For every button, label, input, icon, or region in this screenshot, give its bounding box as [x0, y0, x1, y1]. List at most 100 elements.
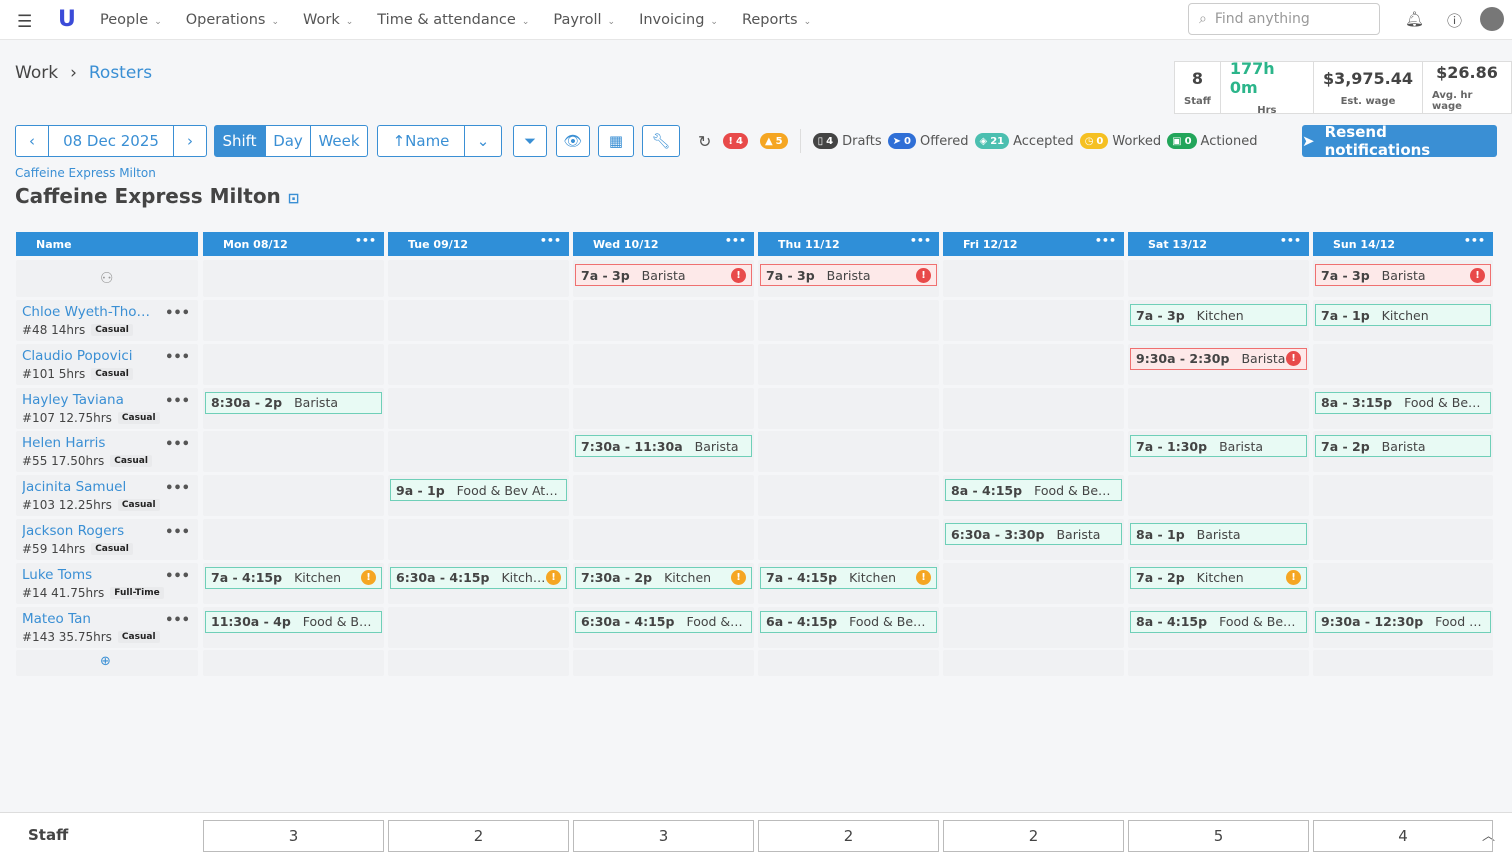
roster-cell[interactable] [203, 650, 384, 677]
more-options-icon[interactable]: ••• [165, 349, 190, 365]
drafts-badge[interactable]: ▯ 4 [812, 133, 839, 149]
shift-card[interactable]: 9a - 1p Food & Bev Atte... [390, 479, 567, 502]
shift-card[interactable]: 9:30a - 2:30p Barista! [1130, 347, 1307, 370]
more-options-icon[interactable]: ••• [165, 481, 190, 497]
roster-cell[interactable] [388, 387, 569, 429]
more-options-icon[interactable]: ••• [165, 306, 190, 321]
roster-cell[interactable] [758, 650, 939, 677]
roster-cell[interactable]: 7:30a - 2p Kitchen! [573, 562, 754, 604]
nav-item-time-attendance[interactable]: Time & attendance ⌄ [377, 12, 529, 28]
bell-icon[interactable]: 🔔︎ [1405, 10, 1425, 28]
date-picker[interactable]: 08 Dec 2025 [49, 125, 173, 157]
avatar[interactable] [1480, 7, 1504, 31]
roster-cell[interactable] [1128, 387, 1309, 429]
worked-badge[interactable]: ◷ 0 [1079, 133, 1109, 149]
roster-cell[interactable] [203, 431, 384, 473]
roster-cell[interactable]: 8a - 4:15p Food & Bev ... [1128, 606, 1309, 648]
chevron-up-icon[interactable]: ︿ [1482, 829, 1496, 844]
next-week-button[interactable]: › [173, 125, 207, 157]
roster-cell[interactable] [943, 300, 1124, 341]
roster-cell[interactable] [1313, 519, 1493, 560]
roster-cell[interactable]: 7:30a - 11:30a Barista [573, 431, 754, 473]
shift-card[interactable]: 6:30a - 4:15p Kitchen! [390, 566, 567, 589]
roster-cell[interactable]: 9:30a - 2:30p Barista! [1128, 343, 1309, 385]
roster-cell[interactable]: 8a - 4:15p Food & Bev ... [943, 475, 1124, 517]
shift-card[interactable]: 7a - 1:30p Barista [1130, 435, 1307, 458]
roster-cell[interactable] [203, 260, 384, 297]
roster-cell[interactable]: 7a - 3p Kitchen [1128, 300, 1309, 341]
roster-cell[interactable] [1128, 650, 1309, 677]
edit-icon[interactable]: ⊡ [287, 191, 300, 207]
roster-cell[interactable] [573, 475, 754, 517]
roster-cell[interactable] [388, 300, 569, 341]
help-icon[interactable]: ⓘ [1447, 12, 1463, 30]
day-header[interactable]: Thu 11/12 ••• [758, 232, 939, 256]
roster-cell[interactable]: 8:30a - 2p Barista [203, 387, 384, 429]
shift-card[interactable]: 6:30a - 3:30p Barista [945, 523, 1122, 545]
roster-cell[interactable]: 6:30a - 4:15p Food & B... [573, 606, 754, 648]
nav-item-payroll[interactable]: Payroll ⌄ [553, 12, 615, 28]
nav-item-people[interactable]: People ⌄ [100, 12, 162, 28]
day-header[interactable]: Sat 13/12 ••• [1128, 232, 1309, 256]
roster-cell[interactable] [1128, 260, 1309, 297]
view-week-tab[interactable]: Week [311, 125, 368, 157]
view-shift-tab[interactable]: Shift [214, 125, 265, 157]
roster-cell[interactable] [388, 260, 569, 297]
roster-cell[interactable]: 8a - 3:15p Food & Bev ... [1313, 387, 1493, 429]
roster-cell[interactable] [1313, 650, 1493, 677]
roster-cell[interactable] [203, 300, 384, 341]
view-day-tab[interactable]: Day [265, 125, 311, 157]
roster-cell[interactable]: 9a - 1p Food & Bev Atte... [388, 475, 569, 517]
roster-cell[interactable] [1313, 343, 1493, 385]
more-options-icon[interactable]: ••• [1094, 234, 1116, 247]
more-options-icon[interactable]: ••• [1279, 234, 1301, 247]
roster-cell[interactable] [388, 606, 569, 648]
more-options-icon[interactable]: ••• [165, 525, 190, 540]
roster-cell[interactable] [758, 519, 939, 560]
roster-cell[interactable] [758, 343, 939, 385]
staff-name[interactable]: Mateo Tan [22, 610, 91, 627]
roster-cell[interactable] [943, 562, 1124, 604]
shift-card[interactable]: 7a - 2p Kitchen! [1130, 566, 1307, 589]
roster-cell[interactable] [388, 650, 569, 677]
roster-cell[interactable] [203, 343, 384, 385]
menu-icon[interactable]: ☰ [17, 12, 33, 32]
sort-button[interactable]: ↑ Name [377, 125, 465, 157]
more-options-icon[interactable]: ••• [724, 234, 746, 247]
more-options-icon[interactable]: ••• [165, 568, 190, 584]
shift-card[interactable]: 7a - 3p Barista! [575, 264, 752, 286]
staff-name[interactable]: Helen Harris [22, 435, 106, 452]
more-options-icon[interactable]: ••• [165, 393, 190, 409]
shift-card[interactable]: 8:30a - 2p Barista [205, 391, 382, 414]
roster-cell[interactable] [758, 387, 939, 429]
roster-cell[interactable] [943, 650, 1124, 677]
roster-cell[interactable] [1313, 562, 1493, 604]
shift-card[interactable]: 7a - 3p Barista! [760, 264, 937, 286]
more-options-icon[interactable]: ••• [909, 234, 931, 247]
shift-card[interactable]: 7a - 4:15p Kitchen! [760, 566, 937, 589]
roster-cell[interactable]: 8a - 1p Barista [1128, 519, 1309, 560]
roster-cell[interactable] [203, 475, 384, 517]
shift-card[interactable]: 8a - 4:15p Food & Bev ... [945, 479, 1122, 502]
roster-cell[interactable]: 6a - 4:15p Food & Bev ... [758, 606, 939, 648]
calendar-button[interactable]: ▦ [598, 125, 634, 157]
prev-week-button[interactable]: ‹ [15, 125, 49, 157]
roster-cell[interactable]: 7a - 4:15p Kitchen! [758, 562, 939, 604]
roster-cell[interactable] [203, 519, 384, 560]
roster-cell[interactable]: 9:30a - 12:30p Food & ... [1313, 606, 1493, 648]
roster-cell[interactable] [943, 387, 1124, 429]
warning-badge[interactable]: ▲ 5 [759, 133, 788, 149]
accepted-badge[interactable]: ◈ 21 [974, 133, 1010, 149]
staff-name[interactable]: Luke Toms [22, 566, 93, 583]
error-badge[interactable]: ! 4 [723, 133, 748, 149]
roster-cell[interactable]: 7a - 2p Barista [1313, 431, 1493, 473]
more-options-icon[interactable]: ••• [539, 234, 561, 247]
roster-cell[interactable]: 6:30a - 3:30p Barista [943, 519, 1124, 560]
shift-card[interactable]: 7a - 3p Barista! [1315, 264, 1491, 286]
sort-dropdown[interactable]: ⌄ [465, 125, 502, 157]
shift-card[interactable]: 7a - 2p Barista [1315, 435, 1491, 458]
day-header[interactable]: Sun 14/12 ••• [1313, 232, 1493, 256]
staff-name[interactable]: Jackson Rogers [22, 523, 125, 539]
shift-card[interactable]: 7a - 1p Kitchen [1315, 304, 1491, 326]
shift-card[interactable]: 6a - 4:15p Food & Bev ... [760, 610, 937, 633]
